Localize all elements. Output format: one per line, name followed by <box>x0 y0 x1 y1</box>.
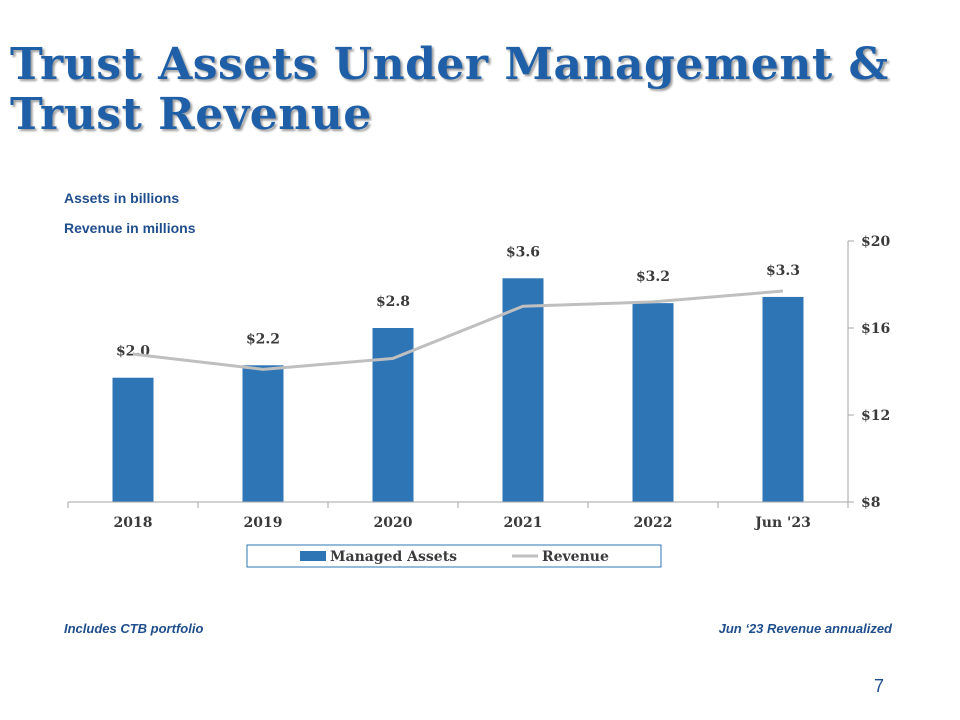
y2-tick-label-3: $20 <box>861 234 890 250</box>
x-tick-label-1: 2019 <box>244 515 283 531</box>
axes-group: 2018 2019 2020 2021 2022 Jun '23 $8 $12 $16 $20 <box>67 234 890 531</box>
x-tick-label-3: 2021 <box>504 515 543 531</box>
bar-label-1: $2.2 <box>246 331 280 347</box>
chart: $2.0 $2.2 $2.8 $3.6 $3.2 $3.3 2018 2019 2020 202… <box>67 234 890 568</box>
title-line-1: Trust Assets Under Management & <box>10 39 889 90</box>
legend-box <box>246 544 662 568</box>
assets-unit-note: Assets in billions <box>64 190 180 206</box>
bar-3 <box>502 278 544 502</box>
bar-0 <box>112 377 154 502</box>
y2-tick-label-1: $12 <box>861 408 890 424</box>
legend-label-managed-assets: Managed Assets <box>330 549 457 565</box>
x-tick-label-5: Jun '23 <box>753 515 811 531</box>
x-tick-label-2: 2020 <box>374 515 413 531</box>
bars-group: $2.0 $2.2 $2.8 $3.6 $3.2 $3.3 <box>112 244 804 502</box>
y2-tick-label-0: $8 <box>861 495 880 511</box>
bar-label-0: $2.0 <box>116 344 150 360</box>
revenue-line <box>132 289 784 371</box>
bar-label-5: $3.3 <box>766 263 800 279</box>
legend: Managed Assets Revenue <box>246 544 662 568</box>
bar-label-4: $3.2 <box>636 269 670 285</box>
legend-swatch-bars <box>300 551 326 561</box>
title-line-2: Trust Revenue <box>10 89 372 140</box>
footnote-left: Includes CTB portfolio <box>64 621 204 636</box>
page-title: Trust Assets Under Management & Trust Re… <box>10 40 889 140</box>
x-tick-label-4: 2022 <box>634 515 673 531</box>
page-number: 7 <box>873 676 884 696</box>
y2-tick-label-2: $16 <box>861 321 890 337</box>
bar-5 <box>762 296 804 502</box>
footnote-right: Jun ‘23 Revenue annualized <box>718 621 892 636</box>
bar-4 <box>632 303 674 502</box>
x-tick-label-0: 2018 <box>114 515 153 531</box>
bar-1 <box>242 365 284 502</box>
legend-label-revenue: Revenue <box>542 549 609 565</box>
revenue-unit-note: Revenue in millions <box>64 220 196 236</box>
revenue-line-group <box>132 289 784 371</box>
bar-label-2: $2.8 <box>376 294 410 310</box>
bar-label-3: $3.6 <box>506 244 540 260</box>
